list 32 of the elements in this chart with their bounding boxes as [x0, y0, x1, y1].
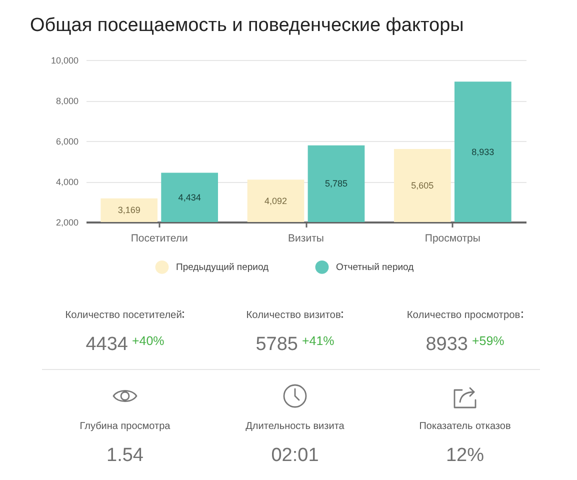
category-label: Количество посетителей	[65, 310, 182, 321]
data-label: 5,605	[411, 180, 434, 190]
text: 4434	[86, 334, 128, 355]
data-label: 4,434	[178, 192, 201, 202]
x-tick-label: Визиты	[288, 232, 324, 244]
text: 02:01	[271, 445, 319, 466]
y-tick-label: 2,000	[56, 218, 78, 228]
x-tick-label: Посетители	[130, 232, 188, 244]
data-label: 8,933	[472, 146, 494, 157]
text: +59%	[472, 334, 504, 348]
text: 8933	[426, 334, 468, 355]
category-label: Показатель отказов	[419, 421, 511, 432]
chart-title: Общая посещаемость и поведенческие факторы	[30, 15, 464, 36]
y-tick-label: 8,000	[56, 96, 78, 106]
data-label: 5,785	[324, 178, 348, 189]
y-tick-label: 4,000	[56, 177, 78, 187]
y-tick-label: 10,000	[50, 56, 78, 66]
category-label: Длительность визита	[246, 421, 344, 432]
category-label: Глубина просмотра	[80, 421, 170, 432]
text: +40%	[132, 334, 164, 348]
x-tick-label: Просмотры	[424, 232, 480, 244]
text: 1.54	[106, 445, 144, 466]
data-label: 4,092	[264, 196, 288, 206]
text: 12%	[446, 445, 484, 466]
category-label: Количество просмотров	[406, 310, 520, 321]
text: 5785	[256, 334, 298, 355]
y-tick-label: 6,000	[56, 136, 78, 146]
text: +41%	[302, 334, 334, 348]
legend-label: Отчетный период	[336, 262, 414, 274]
category-label: Количество визитов	[246, 310, 341, 321]
legend-label: Предыдущий период	[176, 262, 270, 274]
data-label: 3,169	[118, 205, 140, 216]
